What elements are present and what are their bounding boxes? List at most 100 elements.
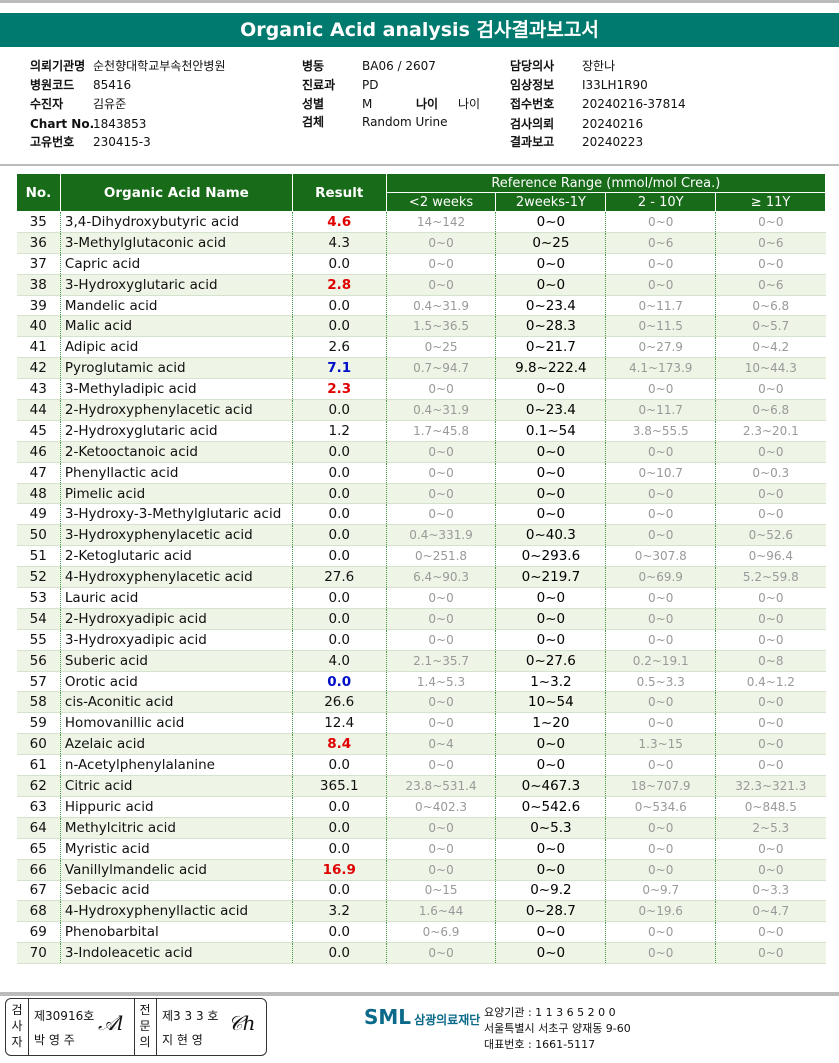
acid-name: 2-Ketooctanoic acid	[59, 441, 293, 463]
info-label: 고유번호	[30, 135, 75, 149]
ref-2w-1y: 0~0	[495, 629, 606, 651]
table-row: 39 Mandelic acid 0.0 0.4~31.9 0~23.4 0~11.7 0~…	[16, 295, 826, 317]
ref-2w-1y: 0~9.2	[495, 880, 606, 902]
sml-logo: SML 삼광의료재단	[364, 1005, 480, 1029]
acid-name: 4-Hydroxyphenyllactic acid	[59, 900, 293, 923]
ref-2w-1y: 0~40.3	[495, 524, 606, 547]
examiner-label: 검사자	[11, 1003, 23, 1049]
acid-name: Methylcitric acid	[59, 817, 293, 839]
result-value: 0.0	[291, 671, 387, 693]
info-label: 접수번호	[510, 97, 555, 111]
info-label: 병원코드	[30, 78, 75, 92]
ref-lt2w: 23.8~531.4	[385, 775, 496, 797]
row-no: 68	[16, 900, 61, 923]
ref-2-10y: 18~707.9	[605, 775, 716, 797]
result-value: 0.0	[291, 796, 387, 818]
ref-ge11y: 5.2~59.8	[715, 566, 826, 589]
result-value: 0.0	[291, 483, 387, 505]
info-value: 장한나	[582, 59, 616, 73]
info-label: 검체	[302, 115, 325, 129]
ref-lt2w: 0~0	[385, 608, 496, 630]
table-row: 64 Methylcitric acid 0.0 0~0 0~5.3 0~0 2~5.3	[16, 817, 826, 839]
ref-lt2w: 0~6.9	[385, 921, 496, 944]
table-row: 59 Homovanillic acid 12.4 0~0 1~20 0~0 0~0	[16, 712, 826, 735]
ref-2-10y: 1.3~15	[605, 733, 716, 756]
table-row: 67 Sebacic acid 0.0 0~15 0~9.2 0~9.7 0~3.3	[16, 880, 826, 902]
ref-2w-1y: 0.1~54	[495, 420, 606, 442]
ref-lt2w: 0~0	[385, 378, 496, 401]
ref-lt2w: 6.4~90.3	[385, 566, 496, 589]
acid-name: Azelaic acid	[59, 733, 293, 756]
ref-2w-1y: 0~0	[495, 754, 606, 777]
result-value: 0.0	[291, 754, 387, 777]
ref-2w-1y: 10~54	[495, 691, 606, 714]
ref-2w-1y: 1~3.2	[495, 671, 606, 693]
footer-divider	[0, 992, 839, 996]
ref-2w-1y: 0~25	[495, 232, 606, 254]
acid-name: 3-Hydroxyglutaric acid	[59, 274, 293, 296]
row-no: 37	[16, 253, 61, 275]
table-row: 55 3-Hydroxyadipic acid 0.0 0~0 0~0 0~0 0~0	[16, 629, 826, 651]
ref-ge11y: 0~0	[715, 253, 826, 275]
table-row: 40 Malic acid 0.0 1.5~36.5 0~28.3 0~11.5 0~5.7	[16, 315, 826, 338]
acid-name: Mandelic acid	[59, 295, 293, 317]
ref-lt2w: 1.5~36.5	[385, 315, 496, 338]
ref-ge11y: 0~6	[715, 232, 826, 254]
row-no: 63	[16, 796, 61, 818]
acid-name: Homovanillic acid	[59, 712, 293, 735]
info-value: BA06 / 2607	[362, 59, 436, 73]
ref-2-10y: 0~27.9	[605, 336, 716, 359]
ref-2w-1y: 1~20	[495, 712, 606, 735]
row-no: 55	[16, 629, 61, 651]
info-value: 20240216-37814	[582, 97, 686, 111]
ref-lt2w: 0~0	[385, 754, 496, 777]
info-value: 20240223	[582, 135, 644, 149]
row-no: 47	[16, 462, 61, 484]
age-label: 나이	[416, 97, 439, 111]
ref-2-10y: 0.5~3.3	[605, 671, 716, 693]
ref-2-10y: 0~0	[605, 691, 716, 714]
ref-lt2w: 0.4~331.9	[385, 524, 496, 547]
row-no: 38	[16, 274, 61, 296]
row-no: 50	[16, 524, 61, 547]
row-no: 64	[16, 817, 61, 839]
table-row: 70 3-Indoleacetic acid 0.0 0~0 0~0 0~0 0~0	[16, 942, 826, 965]
result-value: 3.2	[291, 900, 387, 923]
acid-name: Phenobarbital	[59, 921, 293, 944]
ref-ge11y: 0~0	[715, 859, 826, 881]
ref-2-10y: 0~0	[605, 274, 716, 296]
ref-2w-1y: 0~219.7	[495, 566, 606, 589]
ref-2w-1y: 0~0	[495, 483, 606, 505]
acid-name: Sebacic acid	[59, 880, 293, 902]
row-no: 41	[16, 336, 61, 359]
ref-2w-1y: 0~467.3	[495, 775, 606, 797]
acid-name: Orotic acid	[59, 671, 293, 693]
ref-ge11y: 0~4.7	[715, 900, 826, 923]
row-no: 60	[16, 733, 61, 756]
header-divider	[0, 164, 839, 166]
result-value: 0.0	[291, 503, 387, 526]
row-no: 51	[16, 545, 61, 568]
info-value: PD	[362, 78, 379, 92]
table-row: 62 Citric acid 365.1 23.8~531.4 0~467.3 18~70…	[16, 775, 826, 797]
info-label: 병동	[302, 59, 325, 73]
ref-2w-1y: 0~0	[495, 733, 606, 756]
ref-2-10y: 0~10.7	[605, 462, 716, 484]
ref-2-10y: 0~11.7	[605, 399, 716, 421]
table-row: 47 Phenyllactic acid 0.0 0~0 0~0 0~10.7 0~0.3	[16, 462, 826, 484]
examiner-signature: 𝒜l	[98, 1011, 124, 1035]
ref-2-10y: 0~19.6	[605, 900, 716, 923]
result-value: 0.0	[291, 545, 387, 568]
ref-ge11y: 0~3.3	[715, 880, 826, 902]
table-row: 43 3-Methyladipic acid 2.3 0~0 0~0 0~0 0~0	[16, 378, 826, 401]
ref-ge11y: 0.4~1.2	[715, 671, 826, 693]
col-ref-lt2w: <2 weeks	[385, 192, 497, 212]
ref-lt2w: 0~0	[385, 691, 496, 714]
acid-name: 3-Hydroxyphenylacetic acid	[59, 524, 293, 547]
ref-2-10y: 0~69.9	[605, 566, 716, 589]
result-value: 0.0	[291, 838, 387, 860]
ref-lt2w: 0~0	[385, 232, 496, 254]
ref-ge11y: 0~0	[715, 378, 826, 401]
ref-2-10y: 0~0	[605, 817, 716, 839]
ref-lt2w: 0~0	[385, 942, 496, 965]
